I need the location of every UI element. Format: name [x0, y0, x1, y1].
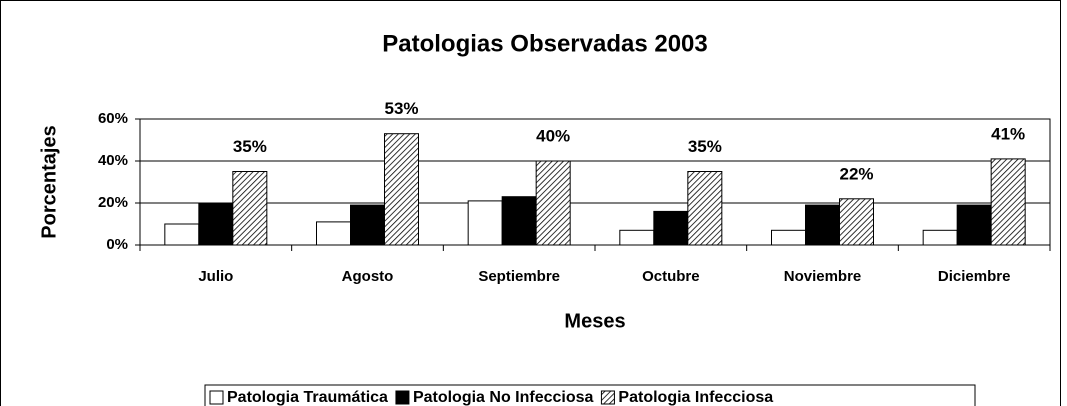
bar	[164, 223, 200, 246]
x-tick-label: Diciembre	[938, 268, 1011, 285]
bar	[384, 133, 419, 246]
x-tick-label: Octubre	[642, 268, 700, 285]
bar	[501, 196, 537, 246]
bar	[922, 229, 958, 246]
bar	[232, 171, 268, 246]
data-label: 41%	[991, 124, 1025, 143]
legend-swatch	[395, 390, 410, 405]
x-axis-label: Meses	[564, 310, 625, 332]
bar	[619, 229, 655, 246]
x-tick-label: Septiembre	[478, 268, 560, 285]
data-label: 53%	[384, 99, 418, 118]
y-tick-label: 60%	[98, 110, 128, 127]
y-axis-label: Porcentajes	[38, 125, 60, 238]
data-label: 35%	[233, 137, 267, 156]
bar	[771, 229, 806, 246]
legend-swatch	[209, 390, 224, 405]
bar	[467, 200, 503, 246]
data-label: 35%	[688, 137, 722, 156]
x-tick-label: Noviembre	[784, 268, 862, 285]
bar	[198, 202, 234, 246]
bar	[687, 171, 723, 246]
bar	[839, 198, 874, 246]
y-tick-label: 0%	[106, 236, 128, 253]
bar	[990, 158, 1026, 246]
legend-swatch	[600, 390, 615, 405]
bar	[956, 204, 992, 246]
bar	[805, 204, 840, 246]
x-tick-label: Agosto	[342, 268, 394, 285]
data-label: 22%	[839, 164, 873, 183]
data-label: 40%	[536, 126, 570, 145]
bar	[653, 210, 689, 246]
bar	[350, 204, 385, 246]
legend-label: Patologia Traumática	[227, 389, 388, 406]
bar	[316, 221, 351, 246]
legend-label: Patologia Infecciosa	[618, 389, 773, 406]
bar	[535, 160, 571, 246]
chart-title: Patologias Observadas 2003	[382, 30, 708, 57]
x-tick-label: Julio	[198, 268, 233, 285]
y-tick-label: 20%	[98, 194, 128, 211]
legend-label: Patologia No Infecciosa	[413, 389, 594, 406]
y-tick-label: 40%	[98, 152, 128, 169]
